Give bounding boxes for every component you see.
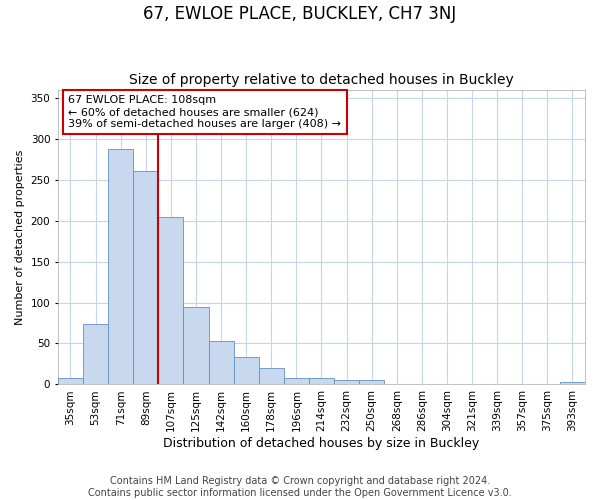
X-axis label: Distribution of detached houses by size in Buckley: Distribution of detached houses by size … xyxy=(163,437,479,450)
Title: Size of property relative to detached houses in Buckley: Size of property relative to detached ho… xyxy=(129,73,514,87)
Bar xyxy=(309,378,334,384)
Bar xyxy=(108,148,133,384)
Bar xyxy=(209,341,233,384)
Text: 67, EWLOE PLACE, BUCKLEY, CH7 3NJ: 67, EWLOE PLACE, BUCKLEY, CH7 3NJ xyxy=(143,5,457,23)
Y-axis label: Number of detached properties: Number of detached properties xyxy=(15,150,25,324)
Bar xyxy=(334,380,359,384)
Text: Contains HM Land Registry data © Crown copyright and database right 2024.
Contai: Contains HM Land Registry data © Crown c… xyxy=(88,476,512,498)
Bar xyxy=(158,218,184,384)
Bar xyxy=(284,378,309,384)
Text: 67 EWLOE PLACE: 108sqm
← 60% of detached houses are smaller (624)
39% of semi-de: 67 EWLOE PLACE: 108sqm ← 60% of detached… xyxy=(68,96,341,128)
Bar xyxy=(359,380,384,384)
Bar xyxy=(133,172,158,384)
Bar xyxy=(58,378,83,384)
Bar xyxy=(560,382,585,384)
Bar xyxy=(83,324,108,384)
Bar xyxy=(184,306,209,384)
Bar xyxy=(233,358,259,384)
Bar xyxy=(259,368,284,384)
